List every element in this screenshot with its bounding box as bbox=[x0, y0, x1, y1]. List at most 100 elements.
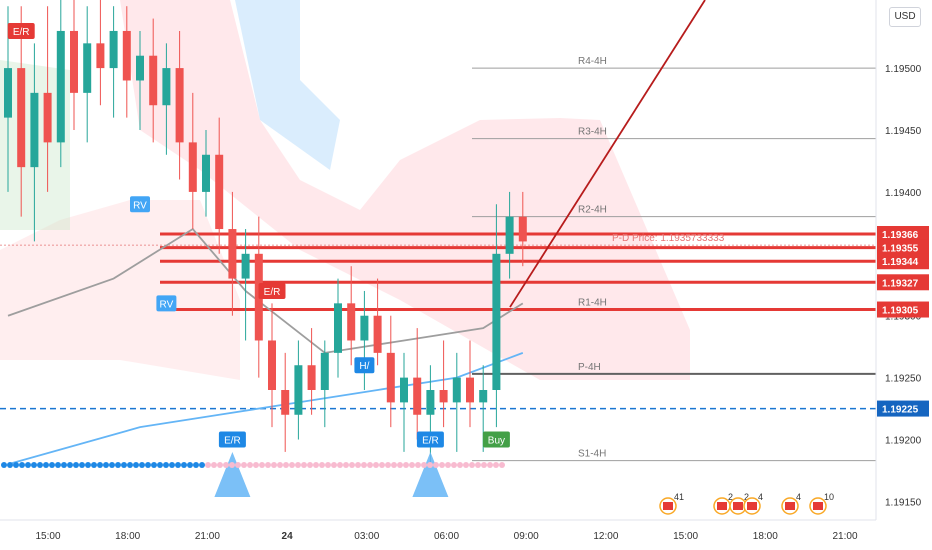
dot-marker bbox=[1, 462, 7, 468]
candle bbox=[439, 340, 448, 428]
dot-marker bbox=[61, 462, 67, 468]
candle-body bbox=[426, 390, 435, 415]
candle-body bbox=[281, 390, 290, 415]
event-flag-stripe bbox=[813, 502, 823, 510]
signal-marker-text: RV bbox=[133, 200, 147, 211]
x-tick-label: 12:00 bbox=[593, 531, 618, 542]
dot-marker bbox=[499, 462, 505, 468]
signal-marker: E/R bbox=[7, 22, 35, 39]
x-tick-label: 18:00 bbox=[753, 531, 778, 542]
candle bbox=[149, 18, 158, 143]
candle bbox=[505, 191, 514, 279]
dot-marker bbox=[487, 462, 493, 468]
dot-marker bbox=[211, 462, 217, 468]
dot-marker bbox=[463, 462, 469, 468]
signal-marker-text: Buy bbox=[488, 436, 505, 447]
candle bbox=[109, 6, 118, 118]
signal-marker-text: RV bbox=[160, 299, 174, 310]
dot-marker bbox=[475, 462, 481, 468]
x-tick-label: 24 bbox=[282, 531, 294, 542]
candle-body bbox=[175, 68, 184, 143]
x-tick-label: 15:00 bbox=[35, 531, 60, 542]
economic-event-icon: 41 bbox=[659, 492, 684, 515]
price-badge: 1.19327 bbox=[877, 274, 929, 291]
dot-marker bbox=[67, 462, 73, 468]
cloud-blue bbox=[235, 0, 340, 170]
dot-marker bbox=[451, 462, 457, 468]
economic-event-icon: 10 bbox=[809, 492, 834, 515]
dot-marker bbox=[349, 462, 355, 468]
event-count: 4 bbox=[796, 492, 801, 502]
x-tick-label: 03:00 bbox=[354, 531, 379, 542]
x-tick-label: 18:00 bbox=[115, 531, 140, 542]
dot-marker bbox=[259, 462, 265, 468]
signal-marker: Buy bbox=[482, 431, 510, 448]
candle-body bbox=[268, 340, 276, 390]
x-tick-label: 21:00 bbox=[832, 531, 857, 542]
dot-marker bbox=[325, 462, 331, 468]
candle bbox=[215, 117, 224, 254]
dot-marker bbox=[253, 462, 259, 468]
y-tick-label: 1.19450 bbox=[885, 126, 922, 137]
dot-marker bbox=[115, 462, 121, 468]
candle bbox=[307, 328, 316, 415]
candle-body bbox=[215, 154, 224, 230]
dot-marker bbox=[343, 462, 349, 468]
dot-marker bbox=[127, 462, 133, 468]
event-count: 10 bbox=[824, 492, 834, 502]
pivot-level-label: R2-4H bbox=[578, 205, 607, 216]
pivot-level-label: S1-4H bbox=[578, 449, 606, 460]
candle bbox=[96, 0, 105, 106]
event-flag-stripe bbox=[785, 502, 795, 510]
dot-marker bbox=[241, 462, 247, 468]
candle-body bbox=[479, 390, 488, 403]
candle bbox=[175, 30, 184, 180]
candle bbox=[466, 340, 474, 428]
candle-body bbox=[149, 55, 158, 106]
candle bbox=[122, 6, 131, 118]
dot-marker bbox=[79, 462, 85, 468]
dot-marker bbox=[277, 462, 283, 468]
triangle-marker bbox=[412, 452, 449, 497]
dot-marker bbox=[151, 462, 157, 468]
dot-marker bbox=[409, 462, 415, 468]
pivot-level-label: R4-4H bbox=[578, 56, 607, 67]
dot-marker bbox=[13, 462, 19, 468]
dot-marker bbox=[481, 462, 487, 468]
dot-marker bbox=[19, 462, 25, 468]
currency-badge[interactable]: USD bbox=[889, 7, 921, 27]
dot-marker bbox=[469, 462, 475, 468]
dot-marker bbox=[415, 462, 421, 468]
candle bbox=[136, 30, 144, 130]
signal-marker-box bbox=[156, 295, 177, 312]
candle-body bbox=[518, 216, 527, 242]
candle bbox=[30, 43, 39, 242]
dot-marker bbox=[421, 462, 427, 468]
event-flag-stripe bbox=[663, 502, 673, 510]
signal-marker: H/ bbox=[354, 357, 375, 374]
signal-marker-box bbox=[354, 357, 375, 374]
signal-markers: E/R RV RV E/R H/E/R E/R Buy bbox=[1, 22, 510, 497]
economic-event-icon: 4 bbox=[743, 492, 763, 515]
candle bbox=[83, 6, 92, 143]
dot-marker bbox=[313, 462, 319, 468]
price-badge-text: 1.19327 bbox=[882, 278, 919, 289]
y-tick-label: 1.19400 bbox=[885, 188, 922, 199]
dot-marker bbox=[295, 462, 301, 468]
dot-marker bbox=[85, 462, 91, 468]
event-flag-stripe bbox=[717, 502, 727, 510]
dot-marker bbox=[283, 462, 289, 468]
candle-body bbox=[505, 216, 514, 254]
candle-body bbox=[492, 253, 501, 390]
price-badge-box bbox=[877, 239, 929, 256]
dot-marker bbox=[301, 462, 307, 468]
dot-marker bbox=[181, 462, 187, 468]
event-count: 41 bbox=[674, 492, 684, 502]
dot-marker bbox=[55, 462, 61, 468]
candle bbox=[268, 303, 276, 428]
dot-marker bbox=[199, 462, 205, 468]
dot-marker bbox=[265, 462, 271, 468]
candle bbox=[320, 340, 329, 428]
